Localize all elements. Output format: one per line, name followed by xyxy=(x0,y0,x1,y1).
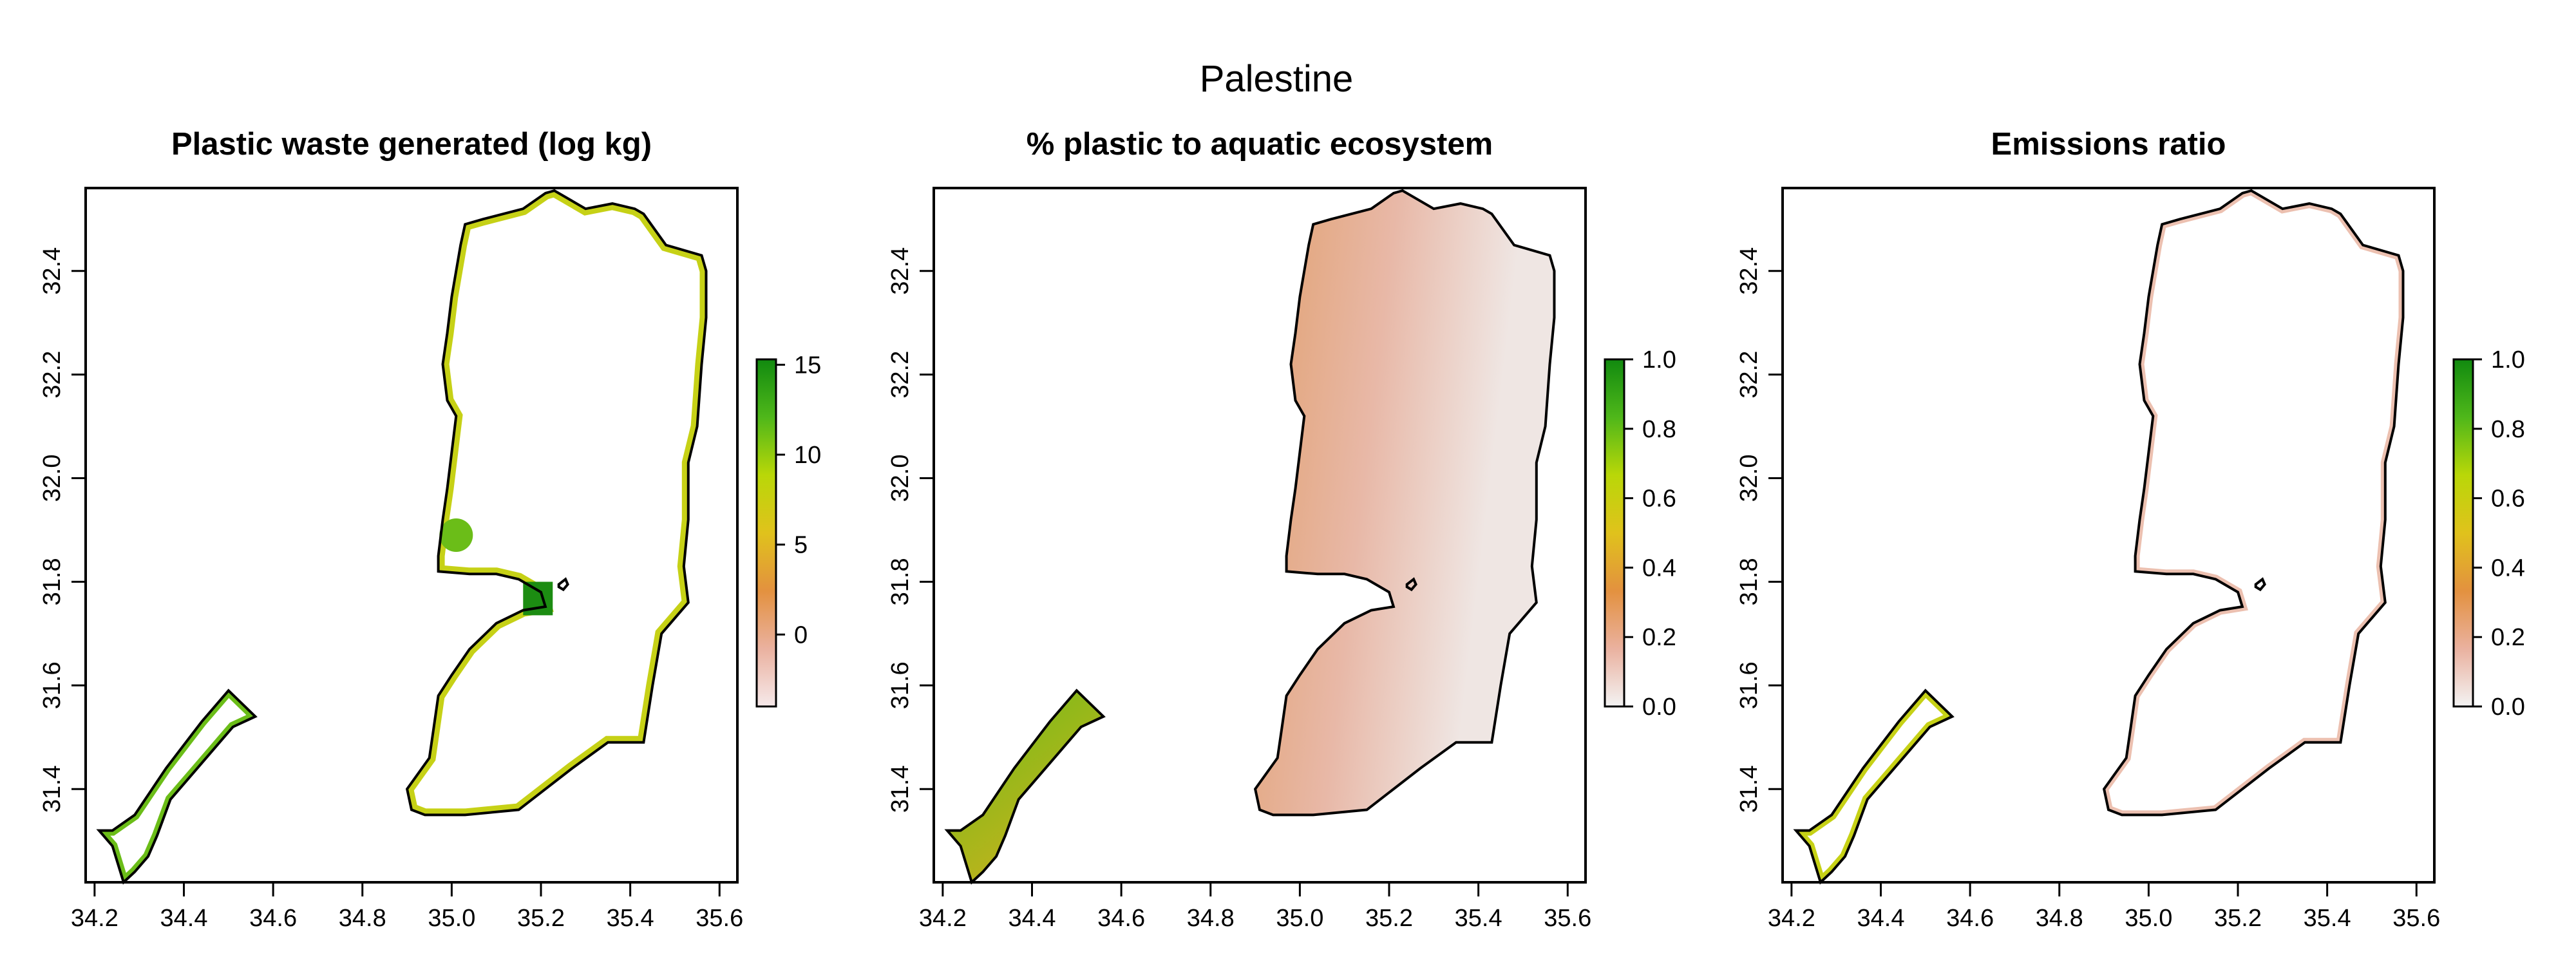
plot-frame xyxy=(933,187,1587,884)
map-panel-1: Plastic waste generated (log kg) 34.2 34.4… xyxy=(39,127,821,932)
x-tick-label: 34.4 xyxy=(1009,905,1056,932)
x-tick-label: 35.6 xyxy=(2392,905,2440,932)
legend-tick-label: 5 xyxy=(794,532,808,559)
x-tick-label: 34.2 xyxy=(71,905,118,932)
west-bank-fill xyxy=(1255,191,1555,815)
gaza-outline xyxy=(96,688,258,885)
x-tick-label: 34.2 xyxy=(919,905,967,932)
x-tick-label: 35.0 xyxy=(2125,905,2172,932)
y-tick-label: 31.6 xyxy=(887,661,914,709)
x-tick-label: 35.0 xyxy=(428,905,475,932)
figure-title: Palestine xyxy=(1200,58,1354,100)
y-tick-label: 32.0 xyxy=(39,455,66,502)
legend-tick-label: 1.0 xyxy=(1642,346,1676,374)
x-tick-label: 35.4 xyxy=(1455,905,1502,932)
legend-tick-label: 0.4 xyxy=(1642,554,1676,582)
x-tick-label: 34.4 xyxy=(160,905,208,932)
legend-tick-label: 0.0 xyxy=(1642,694,1676,721)
x-tick-label: 35.0 xyxy=(1276,905,1323,932)
enclave-outline xyxy=(557,577,569,592)
panel-title: % plastic to aquatic ecosystem xyxy=(1027,127,1493,162)
legend-tick-label: 0.4 xyxy=(2491,554,2525,582)
legend-tick-label: 15 xyxy=(794,352,821,379)
x-tick-label: 35.4 xyxy=(2304,905,2351,932)
gaza-outline xyxy=(1793,688,1955,885)
legend-tick-label: 0.8 xyxy=(2491,416,2525,443)
y-tick-label: 31.4 xyxy=(1736,765,1763,813)
legend-tick-label: 0.2 xyxy=(2491,624,2525,651)
y-tick-label: 32.4 xyxy=(1736,247,1763,295)
x-tick-label: 34.6 xyxy=(249,905,297,932)
legend-tick-label: 0.6 xyxy=(2491,486,2525,513)
west-bank-outline xyxy=(405,189,708,817)
gaza-fill xyxy=(947,690,1104,882)
map-panels: Plastic waste generated (log kg) 34.2 34.4… xyxy=(39,127,2525,932)
y-tick-label: 32.4 xyxy=(887,247,914,295)
map-panel-3: Emissions ratio 34.2 34.4 34.6 34.8 35.0 35.2 3… xyxy=(1736,127,2525,932)
legend-tick-label: 10 xyxy=(794,442,821,469)
legend-colorbar xyxy=(755,358,777,708)
y-tick-label: 31.6 xyxy=(39,661,66,709)
gaza-outline xyxy=(944,688,1106,885)
plot-frame xyxy=(1781,187,2436,884)
x-tick-label: 34.2 xyxy=(1768,905,1815,932)
west-bank-edge-cells xyxy=(2104,191,2403,815)
map-panel-2: % plastic to aquatic ecosystem 34.2 34.4 34… xyxy=(887,127,1676,932)
x-tick-label: 34.6 xyxy=(1946,905,1994,932)
x-tick-label: 35.2 xyxy=(517,905,565,932)
gaza-edge-cells xyxy=(99,690,256,882)
y-tick-label: 31.8 xyxy=(1736,558,1763,605)
y-tick-label: 32.2 xyxy=(1736,351,1763,399)
legend-tick-label: 1.0 xyxy=(2491,346,2525,374)
y-tick-label: 32.4 xyxy=(39,247,66,295)
legend-tick-label: 0.6 xyxy=(1642,486,1676,513)
legend-colorbar xyxy=(2452,358,2474,708)
legend-tick-label: 0.8 xyxy=(1642,416,1676,443)
y-tick-label: 32.0 xyxy=(1736,455,1763,502)
x-tick-label: 34.8 xyxy=(1187,905,1235,932)
legend-tick-label: 0.2 xyxy=(1642,624,1676,651)
west-bank-edge-cells xyxy=(407,191,706,815)
x-tick-label: 34.4 xyxy=(1857,905,1905,932)
y-tick-label: 32.2 xyxy=(39,351,66,399)
y-tick-label: 32.0 xyxy=(887,455,914,502)
gaza-edge-cells xyxy=(1795,690,1953,882)
plot-frame xyxy=(84,187,739,884)
x-tick-label: 35.6 xyxy=(1544,905,1591,932)
y-tick-label: 31.8 xyxy=(39,558,66,605)
west-bank-outline xyxy=(2102,189,2405,817)
panel-title: Plastic waste generated (log kg) xyxy=(171,127,652,162)
legend-colorbar xyxy=(1604,358,1625,708)
enclave-outline xyxy=(2254,577,2266,592)
y-tick-label: 31.8 xyxy=(887,558,914,605)
legend-tick-label: 0 xyxy=(794,621,808,649)
legend-tick-label: 0.0 xyxy=(2491,694,2525,721)
x-tick-label: 35.4 xyxy=(607,905,654,932)
x-tick-label: 35.6 xyxy=(696,905,743,932)
x-tick-label: 34.8 xyxy=(339,905,386,932)
enclave-outline xyxy=(1405,577,1417,592)
x-tick-label: 34.8 xyxy=(2036,905,2083,932)
y-tick-label: 31.4 xyxy=(887,765,914,813)
x-tick-label: 35.2 xyxy=(2214,905,2262,932)
y-tick-label: 31.6 xyxy=(1736,661,1763,709)
y-tick-label: 32.2 xyxy=(887,351,914,399)
y-tick-label: 31.4 xyxy=(39,765,66,813)
west-bank-outline xyxy=(1253,189,1556,817)
x-tick-label: 35.2 xyxy=(1365,905,1413,932)
x-tick-label: 34.6 xyxy=(1097,905,1145,932)
hotspot-cell xyxy=(439,518,473,552)
panel-title: Emissions ratio xyxy=(1991,127,2226,162)
